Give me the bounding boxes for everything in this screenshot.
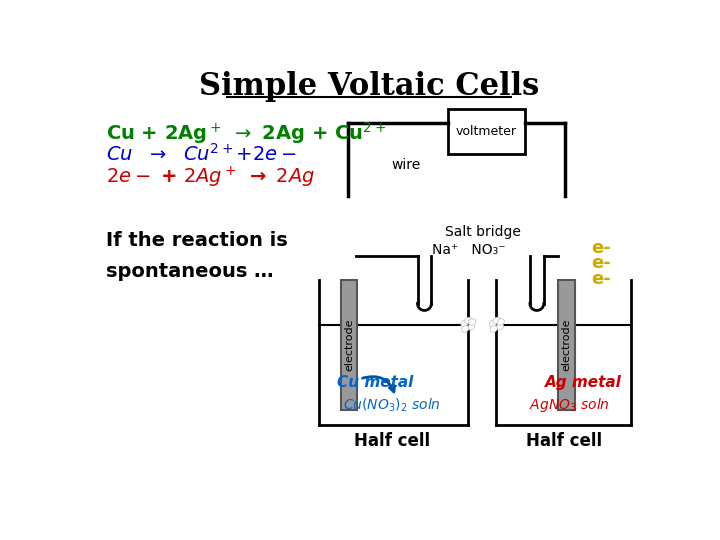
Ellipse shape [490, 325, 497, 333]
Text: Salt bridge: Salt bridge [445, 225, 521, 239]
Text: Ag metal: Ag metal [544, 375, 621, 390]
Ellipse shape [496, 323, 503, 330]
Text: $\mathit{AgNO_3\ soln}$: $\mathit{AgNO_3\ soln}$ [528, 396, 610, 414]
Ellipse shape [461, 320, 468, 327]
Ellipse shape [462, 326, 469, 333]
Ellipse shape [467, 323, 475, 330]
Text: e-: e- [590, 239, 611, 257]
Ellipse shape [490, 320, 497, 327]
Bar [448, 110, 525, 154]
Ellipse shape [493, 318, 500, 323]
Ellipse shape [497, 319, 505, 325]
Text: e-: e- [590, 270, 611, 288]
Text: Cu metal: Cu metal [337, 375, 413, 390]
Text: Na⁺   NO₃⁻: Na⁺ NO₃⁻ [432, 242, 506, 256]
Text: electrode: electrode [561, 319, 571, 372]
Text: Simple Voltaic Cells: Simple Voltaic Cells [199, 71, 539, 102]
Text: $\mathit{Cu(NO_3)_2\ soln}$: $\mathit{Cu(NO_3)_2\ soln}$ [343, 396, 441, 414]
Text: Cu + 2Ag$^+$ $\rightarrow$ 2Ag + Cu$^{2+}$: Cu + 2Ag$^+$ $\rightarrow$ 2Ag + Cu$^{2+… [106, 120, 386, 145]
Text: Half cell: Half cell [526, 431, 602, 450]
Text: electrode: electrode [344, 319, 354, 372]
Text: e-: e- [590, 254, 611, 273]
Text: $\bf{\it{2e-}}$ $\bf{+}$ $\bf{\it{2Ag^+}}$ $\bf{\rightarrow}$ $\bf{\it{2Ag}}$: $\bf{\it{2e-}}$ $\bf{+}$ $\bf{\it{2Ag^+}… [106, 165, 315, 190]
Text: If the reaction is
spontaneous …: If the reaction is spontaneous … [106, 231, 287, 281]
Ellipse shape [469, 319, 476, 325]
Text: wire: wire [392, 158, 420, 172]
Ellipse shape [464, 317, 472, 324]
Bar [558, 280, 575, 410]
Text: Half cell: Half cell [354, 431, 430, 450]
Bar [341, 280, 357, 410]
Text: $\it{Cu}$  $\rightarrow$  $\it{Cu^{2+}}$$\it{+ 2e-}$: $\it{Cu}$ $\rightarrow$ $\it{Cu^{2+}}$$\… [106, 143, 297, 165]
Text: voltmeter: voltmeter [456, 125, 516, 138]
